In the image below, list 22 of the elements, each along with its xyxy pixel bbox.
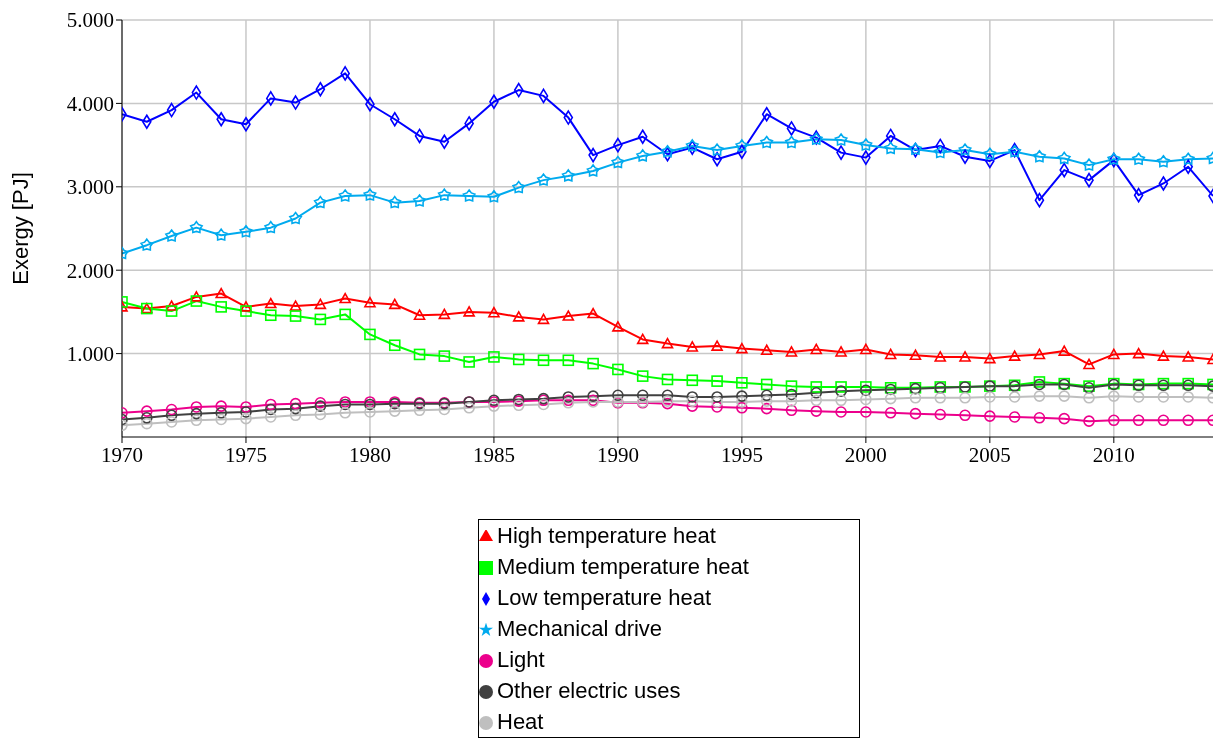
x-tick-label: 1995 (720, 442, 763, 467)
legend-label: Light (497, 647, 545, 672)
legend-label: High temperature heat (497, 523, 716, 548)
legend-label: Other electric uses (497, 678, 681, 703)
y-axis-title: Exergy [PJ] (7, 172, 33, 285)
x-tick-label: 1990 (596, 442, 639, 467)
y-tick-label: 3.000 (66, 175, 114, 200)
x-tick-label: 2005 (968, 442, 1011, 467)
legend-label: Low temperature heat (497, 585, 712, 610)
x-tick-label: 2000 (844, 442, 887, 467)
y-tick-label: 5.000 (66, 8, 114, 33)
legend-label: Heat (497, 709, 544, 734)
y-tick-label: 2.000 (66, 258, 114, 283)
y-tick-label: 1.000 (66, 342, 114, 367)
x-tick-label: 1975 (224, 442, 267, 467)
legend-label: Mechanical drive (497, 616, 663, 641)
x-tick-label: 1985 (472, 442, 515, 467)
y-tick-label: 4.000 (66, 91, 114, 116)
legend-label: Medium temperature heat (497, 554, 749, 579)
x-tick-label: 2010 (1092, 442, 1135, 467)
x-tick-label: 1970 (101, 442, 143, 467)
x-tick-label: 1980 (348, 442, 391, 467)
